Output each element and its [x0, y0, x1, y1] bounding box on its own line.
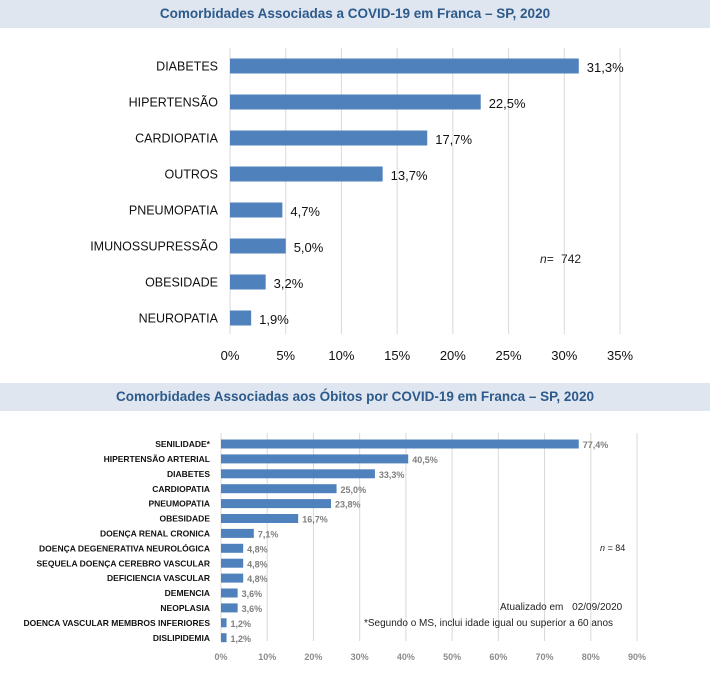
bar	[221, 484, 337, 494]
data-label: 31,3%	[587, 60, 624, 75]
x-tick-label: 10%	[258, 652, 276, 662]
x-tick-label: 80%	[582, 652, 600, 662]
x-tick-label: 30%	[551, 348, 577, 363]
x-tick-label: 0%	[214, 652, 227, 662]
x-tick-label: 50%	[443, 652, 461, 662]
category-label: DOENÇA DEGENERATIVA NEUROLÓGICA	[39, 542, 210, 553]
bar	[221, 618, 227, 628]
category-label: CARDIOPATIA	[152, 484, 210, 494]
category-label: SENILIDADE*	[155, 439, 210, 449]
bar	[230, 130, 428, 146]
x-tick-label: 20%	[440, 348, 466, 363]
bar	[221, 543, 244, 553]
updated-note: Atualizado em 02/09/2020	[500, 602, 622, 613]
data-label: 4,7%	[290, 204, 320, 219]
x-tick-label: 20%	[304, 652, 322, 662]
category-label: DEFICIENCIA VASCULAR	[107, 573, 210, 583]
data-label: 4,8%	[247, 574, 268, 584]
bar	[221, 454, 409, 464]
category-label: IMUNOSSUPRESSÃO	[90, 240, 218, 254]
data-label: 4,8%	[247, 559, 268, 569]
category-label: HIPERTENSÃO ARTERIAL	[104, 454, 210, 464]
bar	[221, 514, 299, 523]
category-label: SEQUELA DOENÇA CEREBRO VASCULAR	[37, 558, 210, 568]
data-label: 16,7%	[302, 515, 328, 525]
x-tick-label: 60%	[489, 652, 507, 662]
data-label: 1,2%	[231, 634, 252, 644]
data-label: 1,2%	[231, 619, 252, 629]
chart-title-comorbidades: Comorbidades Associadas a COVID-19 em Fr…	[0, 0, 710, 28]
data-label: 33,3%	[379, 470, 405, 480]
chart-title-obitos: Comorbidades Associadas aos Óbitos por C…	[0, 383, 710, 411]
data-label: 22,5%	[489, 96, 526, 111]
data-label: 7,1%	[258, 529, 279, 539]
x-tick-label: 5%	[276, 348, 295, 363]
bar	[221, 558, 244, 568]
n-prefix: n =	[600, 543, 613, 553]
category-label: HIPERTENSÃO	[129, 96, 219, 110]
category-label: PNEUMOPATIA	[129, 204, 219, 218]
data-label: 3,6%	[242, 589, 263, 599]
x-tick-label: 70%	[536, 652, 554, 662]
bar	[221, 603, 238, 613]
data-label: 40,5%	[412, 455, 438, 465]
bar	[221, 469, 375, 479]
category-label: DIABETES	[156, 60, 218, 74]
data-label: 23,8%	[335, 500, 361, 510]
n-value: 84	[615, 543, 626, 553]
data-label: 13,7%	[391, 168, 428, 183]
category-label: PNEUMOPATIA	[148, 499, 210, 509]
data-label: 3,2%	[274, 276, 304, 291]
bar	[230, 310, 252, 326]
category-label: DOENCA VASCULAR MEMBROS INFERIORES	[23, 618, 210, 628]
bar	[221, 439, 579, 449]
bar	[221, 588, 238, 598]
category-label: DEMENCIA	[165, 588, 210, 598]
n-value: 742	[561, 252, 582, 266]
category-label: OBESIDADE	[159, 514, 210, 524]
data-label: 17,7%	[435, 132, 472, 147]
x-tick-label: 40%	[397, 652, 415, 662]
bar	[221, 573, 244, 583]
x-tick-label: 15%	[384, 348, 410, 363]
category-label: OUTROS	[165, 168, 218, 182]
x-tick-label: 35%	[607, 348, 633, 363]
bar	[230, 202, 283, 218]
bar	[230, 238, 286, 254]
data-label: 4,8%	[247, 544, 268, 554]
x-tick-label: 10%	[328, 348, 354, 363]
category-label: DIABETES	[167, 469, 210, 479]
data-label: 25,0%	[341, 485, 367, 495]
bar	[230, 58, 579, 74]
x-tick-label: 25%	[496, 348, 522, 363]
category-label: NEOPLASIA	[160, 603, 210, 613]
data-label: 5,0%	[294, 240, 324, 255]
bar	[221, 633, 227, 643]
n-prefix: n=	[540, 252, 554, 266]
x-tick-label: 0%	[221, 348, 240, 363]
sample-size-note-2: n = 84	[600, 543, 625, 553]
sample-size-note-1: n= 742	[540, 252, 581, 266]
footnote: *Segundo o MS, inclui idade igual ou sup…	[364, 618, 614, 629]
category-label: NEUROPATIA	[139, 312, 219, 326]
category-label: DISLIPIDEMIA	[153, 633, 210, 643]
updated-label: Atualizado em	[500, 602, 564, 613]
x-tick-label: 90%	[628, 652, 646, 662]
bar	[230, 166, 383, 182]
data-label: 1,9%	[259, 312, 289, 327]
data-label: 3,6%	[242, 604, 263, 614]
bar	[221, 528, 254, 538]
bar	[230, 274, 266, 290]
updated-date: 02/09/2020	[572, 602, 623, 613]
category-label: CARDIOPATIA	[135, 132, 219, 146]
x-tick-label: 30%	[351, 652, 369, 662]
bar	[221, 499, 332, 509]
data-label: 77,4%	[583, 440, 609, 450]
category-label: DOENÇA RENAL CRONICA	[100, 528, 210, 538]
bar	[230, 94, 481, 110]
comorbidades-bar-chart: 0% 5% 10% 15% 20% 25% 30% 35% DIABETES 31,3% HIPER…	[90, 48, 633, 363]
obitos-bar-chart: 0% 10% 20% 30% 40% 50% 60% 70% 80% 90% SENILIDADE*…	[23, 433, 646, 662]
category-label: OBESIDADE	[145, 276, 218, 290]
